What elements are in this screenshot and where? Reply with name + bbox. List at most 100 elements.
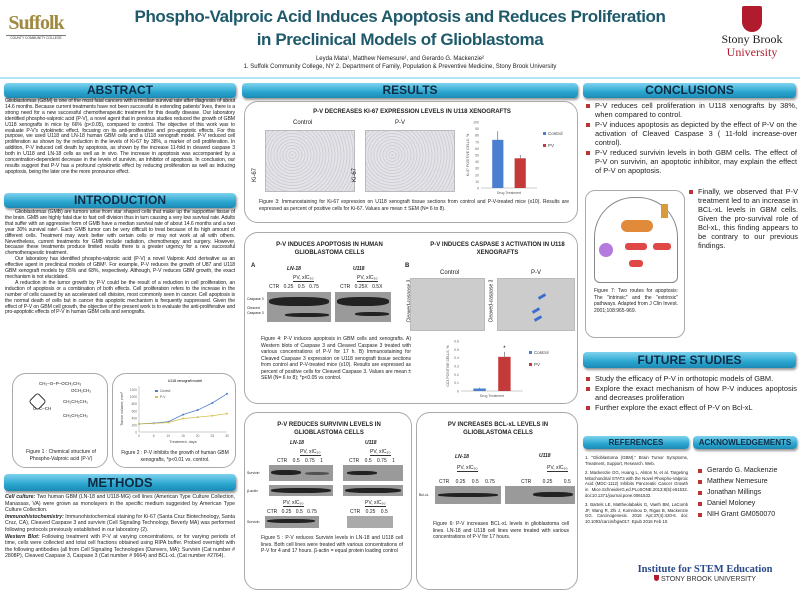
sbu-logo-text-2: University bbox=[726, 45, 778, 59]
y-tick-label: 100 bbox=[473, 121, 479, 125]
pv-ic50-label: PV, xIC₅₀ bbox=[357, 275, 378, 282]
pathway-node-icon bbox=[625, 243, 647, 250]
y-tick-label: 10 bbox=[475, 180, 479, 184]
method-text: Following treatment with P-V at varying … bbox=[5, 533, 236, 560]
conclusions-heading: CONCLUSIONS bbox=[583, 83, 796, 98]
apoptosis-caption: Figure 4: P-V induces apoptosis in GBM c… bbox=[261, 336, 411, 381]
lane-label: 0.25 bbox=[281, 509, 292, 515]
y-tick-label: 0.6 bbox=[454, 340, 459, 344]
lane-label: 0.5 bbox=[364, 458, 372, 464]
suffolk-logo-text: Suffolk bbox=[8, 12, 64, 34]
significance-marker: * bbox=[503, 346, 506, 352]
pathway-node-icon bbox=[629, 260, 643, 267]
apoptosis-box: P-V INDUCES APOPTOSIS IN HUMAN GLIOBLAST… bbox=[244, 232, 578, 404]
data-point bbox=[152, 422, 155, 425]
y-tick-label: 80 bbox=[475, 134, 479, 138]
y-tick-label: 0.1 bbox=[454, 381, 459, 385]
mitochondrion-icon bbox=[621, 220, 653, 232]
bar-pv bbox=[498, 356, 511, 391]
lane-label: CTR bbox=[349, 458, 360, 464]
lane-labels: CTR 0.25 0.5 bbox=[350, 509, 388, 515]
y-tick-label: 0.5 bbox=[454, 348, 459, 352]
bar-control bbox=[473, 388, 486, 391]
survivin-blot bbox=[265, 516, 319, 528]
row-label: Survivin bbox=[247, 520, 260, 524]
lane-label: 0.25 bbox=[455, 479, 466, 485]
ki67-title: P-V DECREASES KI-67 EXPRESSION LEVELS IN… bbox=[313, 109, 511, 115]
institute-university: STONY BROOK UNIVERSITY bbox=[620, 575, 790, 583]
ki67-control-micrograph bbox=[265, 130, 355, 192]
lane-label: 0.75 bbox=[309, 284, 319, 290]
lane-labels: CTR 0.25 0.5 0.75 bbox=[439, 479, 495, 485]
suffolk-logo-subtext: COUNTY COMMUNITY COLLEGE bbox=[6, 35, 66, 40]
bar-control bbox=[492, 139, 504, 188]
lane-label: CTR bbox=[350, 509, 361, 515]
bar-pv bbox=[514, 158, 526, 188]
lane-label: 0.5 bbox=[292, 458, 300, 464]
pv-ic50-label: PV, xIC₅₀ bbox=[300, 449, 321, 456]
figure-7-box: Figure 7: Two routes for apoptosis: The … bbox=[585, 190, 685, 338]
lane-label: 0.5 bbox=[471, 479, 479, 485]
references-list: 1. "Glioblastoma (GBM)." Brain Tumor Sym… bbox=[585, 455, 688, 525]
lane-labels: CTR 0.25 0.5 0.75 bbox=[269, 284, 319, 290]
data-point bbox=[196, 409, 199, 412]
data-point bbox=[182, 413, 184, 416]
data-point bbox=[226, 412, 228, 415]
conclusion-item: Finally, we observed that P-V treatment … bbox=[688, 187, 798, 250]
arrow-icon bbox=[537, 293, 547, 300]
x-tick-label: 10 bbox=[167, 434, 171, 438]
legend-label: PV bbox=[548, 143, 554, 148]
lane-label: 1 bbox=[320, 458, 323, 464]
lane-labels: CTR 0.25 0.5 bbox=[521, 479, 571, 485]
abstract-heading: ABSTRACT bbox=[4, 83, 236, 98]
future-studies-heading: FUTURE STUDIES bbox=[583, 352, 796, 368]
y-tick-label: 0.4 bbox=[454, 356, 459, 360]
acknowledgement-item: NIH Grant GM050070 bbox=[697, 510, 800, 520]
reference-item: 1. "Glioblastoma (GBM)." Brain Tumor Sym… bbox=[585, 455, 688, 466]
pv-ic50-label: PV, xIC₅₀ bbox=[365, 500, 386, 507]
caspase-side-label: Cleaved-caspase 3 bbox=[488, 279, 495, 323]
y-tick-label: 0 bbox=[477, 187, 479, 191]
survivin-box: P-V REDUCES SURVIVIN LEVELS IN GLIOBLAST… bbox=[244, 412, 412, 590]
lane-label: 0.5 bbox=[380, 509, 388, 515]
y-tick-label: 0.3 bbox=[454, 365, 459, 369]
lane-label: 0.25X bbox=[354, 284, 368, 290]
lane-label: 0.75 bbox=[485, 479, 495, 485]
lane-label: CTR bbox=[439, 479, 450, 485]
affiliations: 1. Suffolk Community College, NY 2. Depa… bbox=[243, 64, 557, 70]
legend-swatch bbox=[529, 363, 532, 366]
pv-ic50-label: PV, xIC₅₀ bbox=[457, 465, 478, 472]
intro-paragraph: A reduction in the tumor growth by P-V c… bbox=[5, 279, 235, 316]
apoptosis-pathway-diagram bbox=[594, 197, 678, 283]
u118-label: U118 bbox=[365, 440, 377, 446]
caspase-chart-wrap: 0 0.1 0.2 0.3 0.4 0.5 0.6 * Drug Treatment CC3 PO… bbox=[425, 337, 575, 399]
y-tick-label: 800 bbox=[132, 402, 138, 406]
data-point bbox=[196, 416, 199, 419]
future-list: Study the efficacy of P-V in orthotopic … bbox=[585, 374, 797, 413]
panel-b-label: B bbox=[405, 263, 410, 269]
legend-label: Control bbox=[160, 389, 171, 393]
ki67-pv-micrograph bbox=[365, 130, 455, 192]
lane-label: 0.75 bbox=[377, 458, 387, 464]
bclxl-blot bbox=[505, 486, 575, 504]
acknowledgement-item: Matthew Nemesure bbox=[697, 477, 800, 487]
ki67-bar-chart: 0 10 20 30 40 50 60 70 80 90 100 Drug Treatment Ki-6… bbox=[466, 121, 563, 196]
method-label: Immunohistochemistry: bbox=[5, 513, 64, 520]
caspase-control-label: Control bbox=[440, 270, 460, 276]
pv-ic50-label: PV, xIC₅₀ bbox=[370, 449, 391, 456]
y-axis-label: Ki-67 POSITIVE CELLS, % bbox=[466, 134, 470, 176]
y-tick-label: 30 bbox=[475, 167, 479, 171]
lane-label: CTR bbox=[267, 509, 278, 515]
y-tick-label: 50 bbox=[475, 154, 479, 158]
lane-label: 0.5 bbox=[297, 284, 305, 290]
chemical-structure: CH₂–O–P–OCH₂CH₃ OCH₂CH₃ CH₂CH₂CH₃ O–C–CH… bbox=[27, 380, 107, 419]
bclxl-caption: Figure 6: P-V increases BCL-xL levels in… bbox=[433, 521, 569, 540]
data-point bbox=[226, 392, 228, 395]
y-tick-label: 1000 bbox=[130, 395, 137, 399]
pathway-node-icon bbox=[653, 243, 671, 250]
ln18-label: LN-18 bbox=[287, 266, 301, 272]
lane-label: CTR bbox=[521, 479, 532, 485]
future-item: Explore the exact mechanism of how P-V i… bbox=[585, 384, 797, 402]
lane-label: 0.5 bbox=[563, 479, 571, 485]
x-tick-label: 0 bbox=[138, 434, 140, 438]
